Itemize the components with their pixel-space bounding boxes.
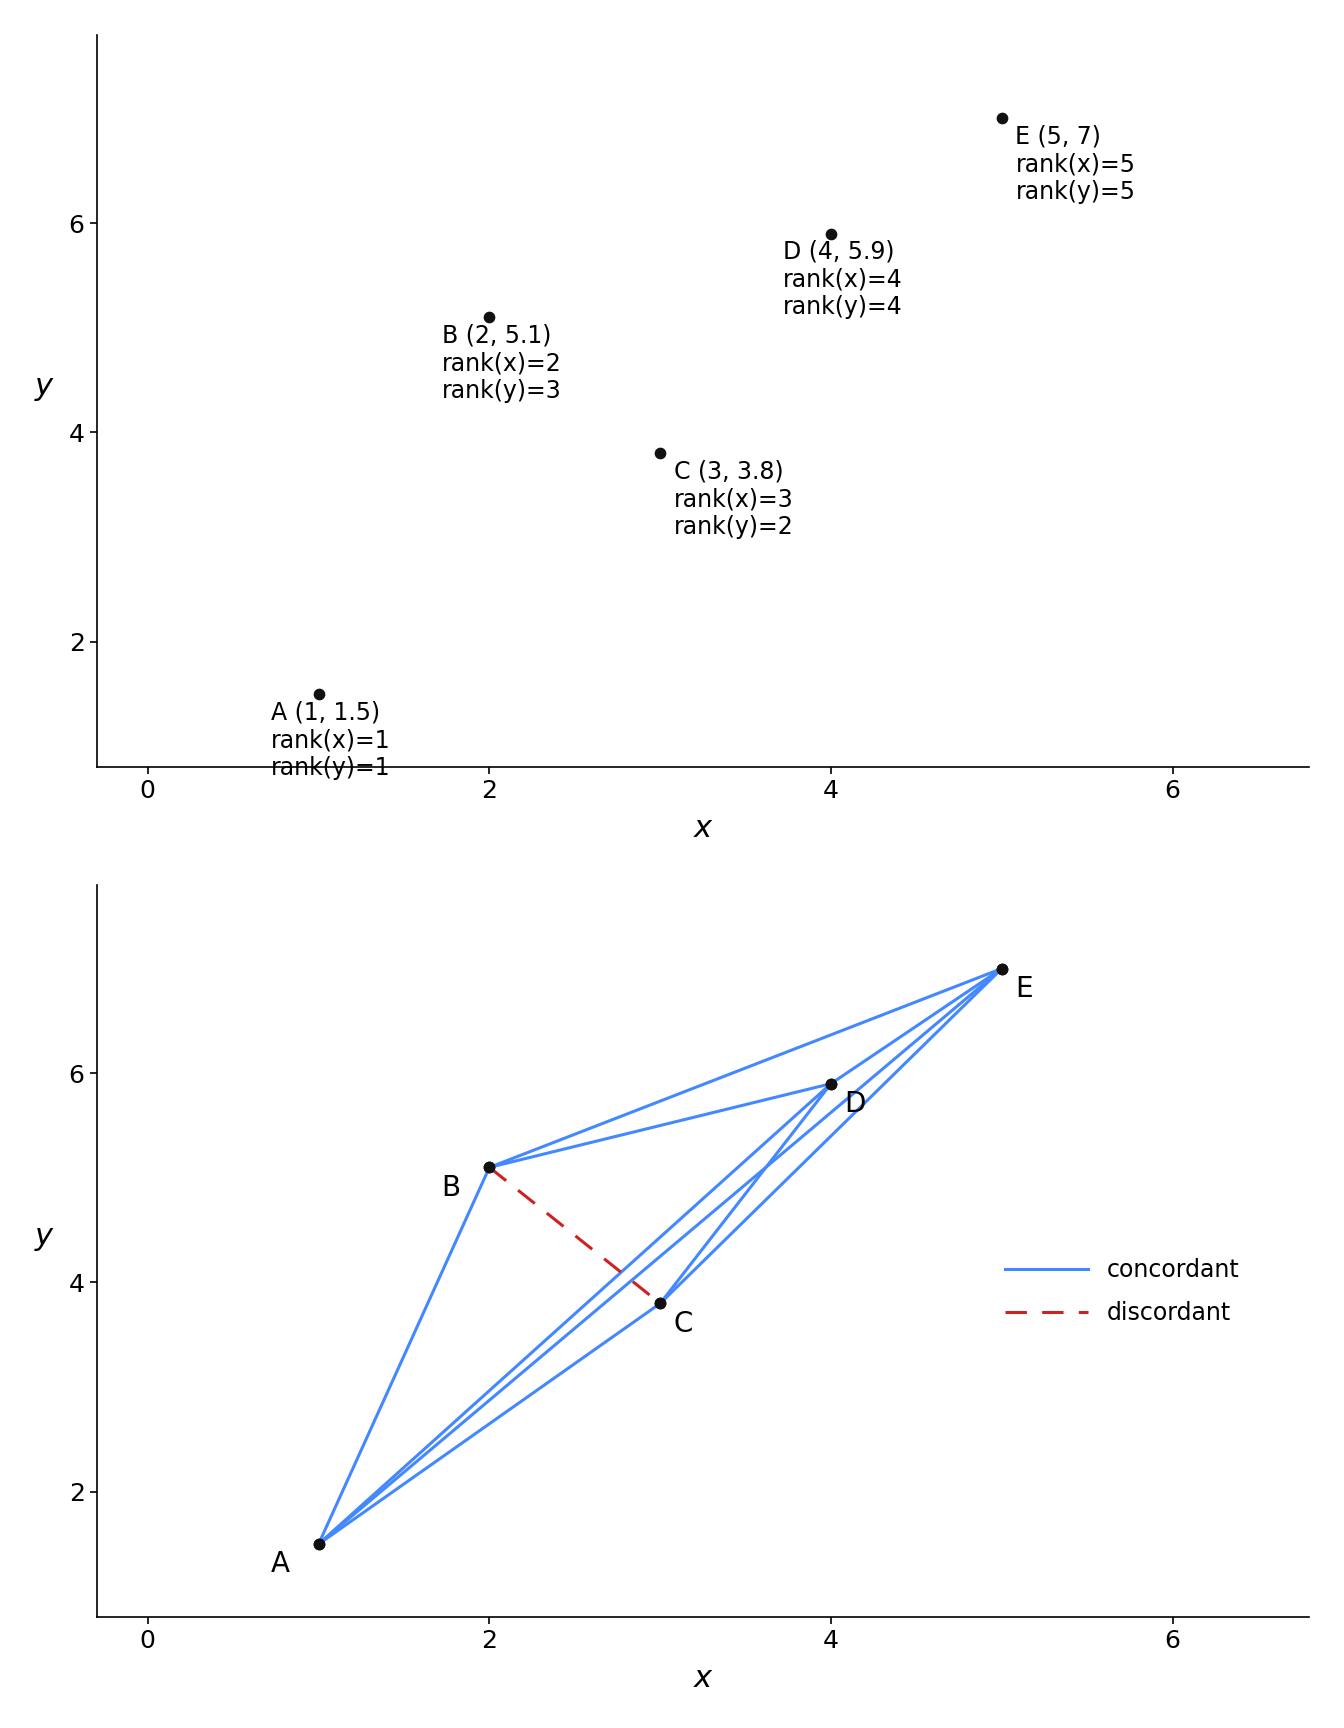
Point [991, 956, 1012, 983]
Point [820, 1070, 841, 1097]
Point [478, 304, 500, 332]
X-axis label: x: x [694, 1664, 712, 1693]
Text: C (3, 3.8)
rank(x)=3
rank(y)=2: C (3, 3.8) rank(x)=3 rank(y)=2 [673, 460, 793, 539]
Text: E: E [1016, 975, 1034, 1002]
Point [649, 1289, 671, 1317]
Text: A (1, 1.5)
rank(x)=1
rank(y)=1: A (1, 1.5) rank(x)=1 rank(y)=1 [270, 700, 390, 779]
Point [991, 105, 1012, 133]
Point [820, 219, 841, 247]
Y-axis label: y: y [35, 372, 52, 401]
Point [649, 439, 671, 467]
Y-axis label: y: y [35, 1222, 52, 1251]
Legend: concordant, discordant: concordant, discordant [996, 1249, 1249, 1334]
Point [478, 1154, 500, 1182]
Point [308, 681, 329, 708]
Point [649, 1289, 671, 1317]
Point [820, 1070, 841, 1097]
Point [991, 956, 1012, 983]
Text: D (4, 5.9)
rank(x)=4
rank(y)=4: D (4, 5.9) rank(x)=4 rank(y)=4 [784, 240, 903, 320]
Point [308, 1531, 329, 1559]
Text: D: D [844, 1090, 866, 1118]
Point [478, 1154, 500, 1182]
Text: C: C [673, 1310, 694, 1337]
Text: B (2, 5.1)
rank(x)=2
rank(y)=3: B (2, 5.1) rank(x)=2 rank(y)=3 [442, 323, 562, 403]
Point [308, 1531, 329, 1559]
Text: E (5, 7)
rank(x)=5
rank(y)=5: E (5, 7) rank(x)=5 rank(y)=5 [1016, 124, 1136, 204]
Text: A: A [270, 1550, 290, 1578]
X-axis label: x: x [694, 814, 712, 843]
Text: B: B [442, 1173, 461, 1201]
